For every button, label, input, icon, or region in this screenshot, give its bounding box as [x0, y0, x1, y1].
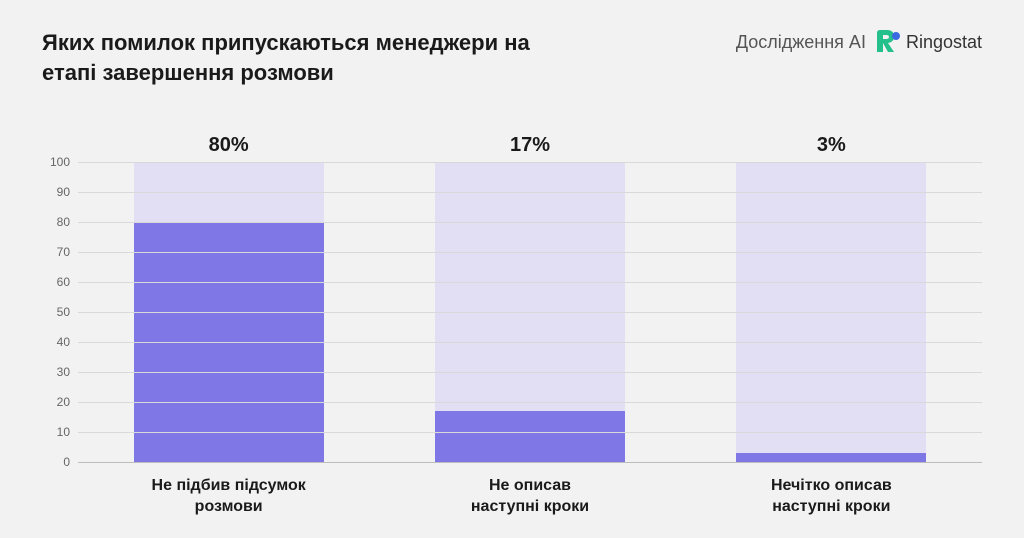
research-label: Дослідження AI — [736, 32, 866, 53]
header: Яких помилок припускаються менеджери на … — [42, 28, 982, 87]
gridline — [78, 282, 982, 283]
y-tick-label: 50 — [42, 305, 70, 319]
gridline — [78, 312, 982, 313]
y-tick-label: 40 — [42, 335, 70, 349]
ringostat-icon — [874, 30, 900, 54]
gridline — [78, 252, 982, 253]
gridline — [78, 372, 982, 373]
gridline — [78, 222, 982, 223]
bar-value-label: 80% — [78, 134, 379, 157]
gridline — [78, 462, 982, 463]
bar-category-label: Не підбив підсумок розмови — [78, 462, 379, 518]
y-tick-label: 30 — [42, 365, 70, 379]
y-tick-label: 100 — [42, 155, 70, 169]
plot-region: 80%Не підбив підсумок розмови17%Не описа… — [78, 162, 982, 462]
y-tick-label: 70 — [42, 245, 70, 259]
brand-block: Дослідження AI Ringostat — [736, 30, 982, 54]
bar-category-label: Нечітко описав наступні кроки — [681, 462, 982, 518]
gridline — [78, 432, 982, 433]
gridline — [78, 402, 982, 403]
chart-title: Яких помилок припускаються менеджери на … — [42, 28, 562, 87]
gridline — [78, 342, 982, 343]
bar-value-label: 17% — [379, 134, 680, 157]
chart-area: 80%Не підбив підсумок розмови17%Не описа… — [78, 132, 982, 462]
bar-value-label: 3% — [681, 134, 982, 157]
bar-category-label: Не описав наступні кроки — [379, 462, 680, 518]
y-tick-label: 0 — [42, 455, 70, 469]
y-tick-label: 20 — [42, 395, 70, 409]
y-tick-label: 90 — [42, 185, 70, 199]
y-tick-label: 60 — [42, 275, 70, 289]
brand-name: Ringostat — [906, 32, 982, 53]
y-tick-label: 10 — [42, 425, 70, 439]
gridline — [78, 192, 982, 193]
gridline — [78, 162, 982, 163]
bar-fill — [736, 453, 926, 462]
y-tick-label: 80 — [42, 215, 70, 229]
bar-fill — [435, 411, 625, 462]
brand-logo: Ringostat — [874, 30, 982, 54]
bar-chart: 80%Не підбив підсумок розмови17%Не описа… — [42, 132, 982, 502]
